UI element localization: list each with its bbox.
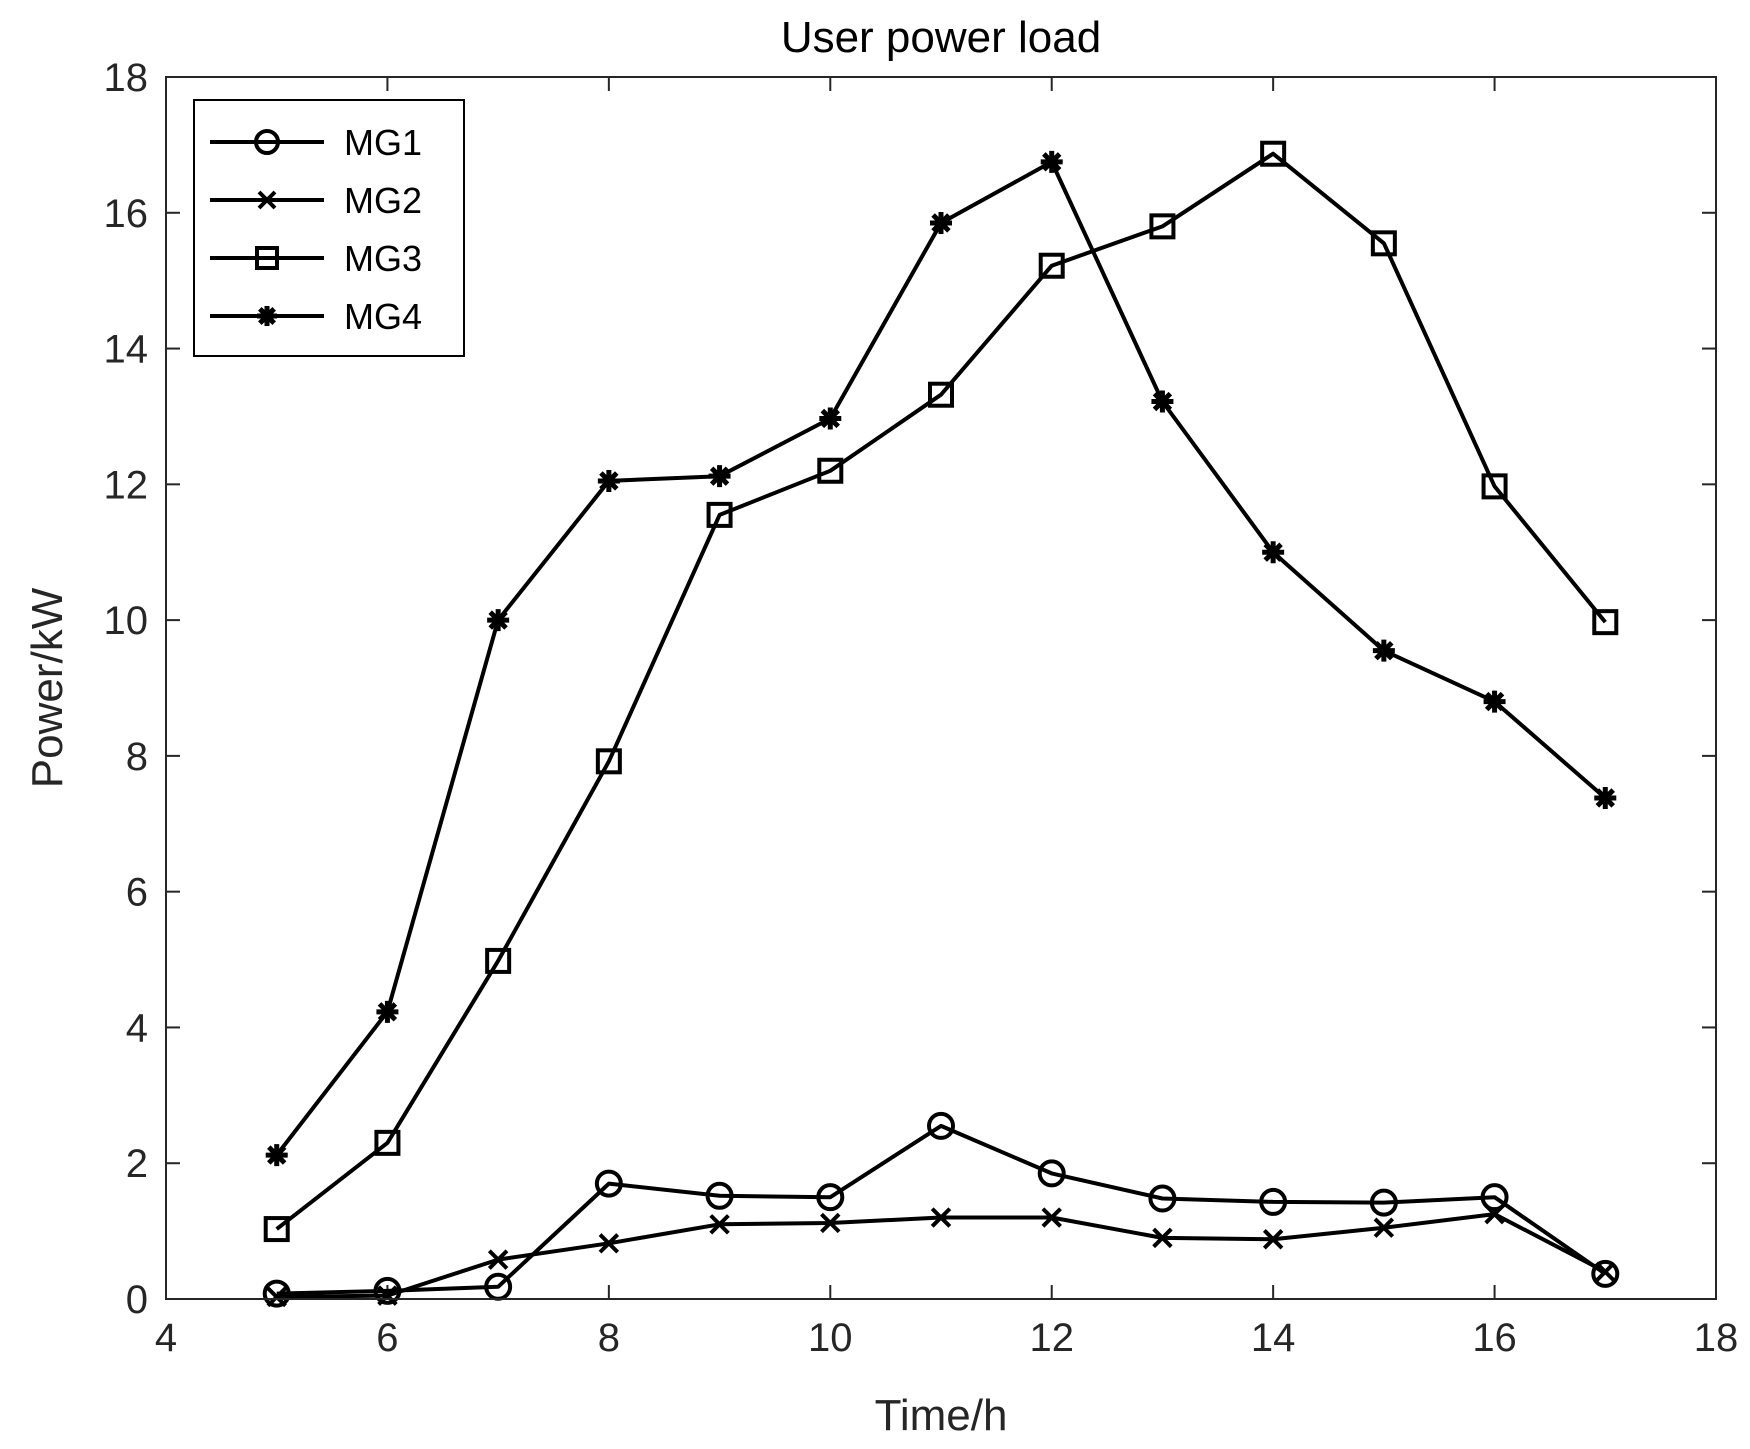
data-point-mg2 (377, 1285, 398, 1306)
data-point-mg2 (1041, 1207, 1062, 1228)
legend-marker-mg4 (257, 306, 277, 326)
y-tick-label: 12 (104, 463, 149, 507)
data-point-mg4 (819, 407, 842, 430)
legend-label-mg4: MG4 (344, 296, 422, 337)
x-tick-label: 4 (155, 1316, 177, 1360)
data-point-mg3 (485, 947, 512, 974)
series-line-mg3 (275, 151, 1607, 1231)
data-point-mg2 (709, 1214, 730, 1235)
data-point-mg2 (1262, 1229, 1284, 1250)
data-point-mg2 (1595, 1261, 1616, 1283)
data-point-mg2 (820, 1212, 841, 1234)
y-tick-label: 18 (104, 56, 149, 100)
data-point-mg4 (1040, 150, 1063, 173)
series-markers (262, 140, 1620, 1308)
legend-label-mg1: MG1 (344, 122, 422, 163)
data-point-mg3 (595, 748, 622, 775)
data-point-mg2 (1152, 1227, 1173, 1249)
data-point-mg4 (376, 1000, 399, 1023)
data-point-mg1 (1591, 1259, 1620, 1288)
y-tick-label: 14 (104, 328, 149, 372)
y-tick-label: 6 (126, 871, 148, 915)
legend: MG1 MG2 MG3 MG4 (193, 99, 465, 357)
x-tick-label: 16 (1472, 1316, 1517, 1360)
x-axis-label: Time/h (875, 1391, 1008, 1440)
data-point-mg2 (1373, 1217, 1395, 1238)
legend-label-mg2: MG2 (344, 180, 422, 221)
data-point-mg1 (262, 1279, 291, 1308)
data-point-mg2 (1484, 1203, 1505, 1225)
x-tick-label: 6 (376, 1316, 398, 1360)
data-point-mg2 (598, 1233, 620, 1254)
legend-label-mg3: MG3 (344, 238, 422, 279)
y-tick-label: 0 (126, 1278, 148, 1322)
y-tick-label: 10 (104, 599, 149, 643)
data-point-mg1 (594, 1169, 623, 1198)
y-axis-label: Power/kW (23, 587, 72, 788)
x-tick-label: 14 (1251, 1316, 1296, 1360)
axis-ticks: 4 6 8 10 12 14 16 18 0 2 4 6 8 10 12 14 16 18 (104, 56, 1739, 1360)
data-point-mg3 (263, 1216, 290, 1243)
data-point-mg4 (1372, 639, 1395, 662)
legend-marker-mg2 (257, 190, 277, 210)
series-line-mg1 (276, 1123, 1607, 1296)
x-tick-label: 18 (1694, 1316, 1739, 1360)
data-point-mg4 (487, 609, 510, 632)
data-point-mg1 (373, 1276, 402, 1305)
data-point-mg1 (816, 1183, 845, 1212)
legend-marker-mg1 (254, 129, 280, 155)
x-tick-label: 12 (1029, 1316, 1074, 1360)
data-point-mg2 (487, 1249, 509, 1270)
data-point-mg1 (1148, 1184, 1177, 1213)
x-tick-label: 8 (598, 1316, 620, 1360)
data-point-mg2 (266, 1286, 287, 1308)
data-point-mg4 (930, 211, 952, 234)
data-point-mg1 (1480, 1183, 1509, 1212)
data-point-mg3 (1038, 252, 1065, 279)
data-point-mg3 (928, 381, 954, 408)
data-point-mg3 (374, 1129, 401, 1156)
data-point-mg4 (1262, 541, 1285, 564)
data-point-mg1 (1259, 1187, 1288, 1216)
y-tick-label: 16 (104, 192, 149, 236)
y-tick-label: 4 (126, 1006, 148, 1050)
data-point-mg4 (1483, 690, 1506, 713)
plot-frame (165, 76, 1717, 1300)
data-point-mg4 (265, 1144, 288, 1167)
data-point-mg3 (1481, 473, 1508, 500)
data-point-mg4 (708, 465, 731, 488)
data-point-mg3 (1370, 230, 1397, 257)
x-tick-label: 10 (808, 1316, 853, 1360)
data-point-mg3 (1260, 140, 1287, 167)
legend-marker-mg3 (255, 246, 279, 270)
data-point-mg3 (1592, 609, 1619, 636)
data-point-mg1 (1369, 1188, 1398, 1217)
data-point-mg1 (705, 1181, 734, 1210)
chart-title: User power load (781, 13, 1101, 62)
y-tick-label: 8 (126, 735, 148, 779)
data-point-mg4 (1594, 786, 1617, 809)
data-point-mg2 (930, 1207, 952, 1228)
data-point-mg3 (1149, 213, 1176, 240)
data-point-mg4 (1151, 390, 1174, 413)
data-point-mg1 (1037, 1159, 1066, 1188)
data-point-mg3 (706, 501, 733, 528)
data-point-mg3 (817, 457, 844, 484)
y-tick-label: 2 (126, 1142, 148, 1186)
data-point-mg4 (597, 469, 620, 492)
data-point-mg1 (927, 1111, 955, 1140)
